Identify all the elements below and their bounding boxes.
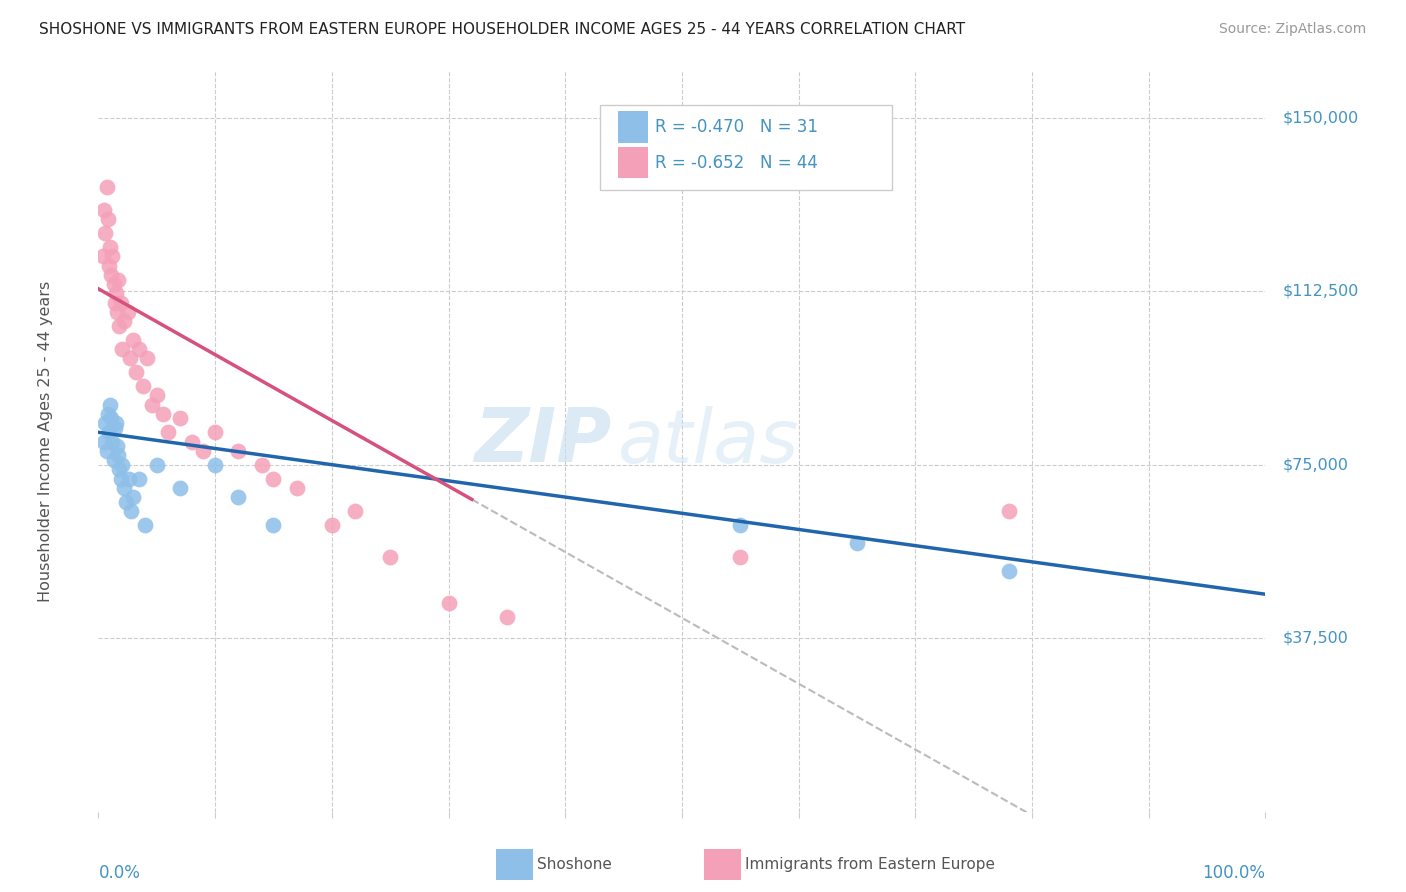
Text: SHOSHONE VS IMMIGRANTS FROM EASTERN EUROPE HOUSEHOLDER INCOME AGES 25 - 44 YEARS: SHOSHONE VS IMMIGRANTS FROM EASTERN EURO… <box>39 22 966 37</box>
Point <box>146 388 169 402</box>
Point <box>101 434 124 449</box>
Point <box>105 305 128 319</box>
Point <box>730 550 752 565</box>
Point <box>228 443 250 458</box>
Point <box>437 597 460 611</box>
Point <box>107 449 129 463</box>
Text: 100.0%: 100.0% <box>1202 863 1265 881</box>
Text: atlas: atlas <box>617 406 799 477</box>
Point <box>100 411 122 425</box>
Point <box>107 272 129 286</box>
Point <box>97 425 120 440</box>
Point <box>98 398 121 412</box>
Point <box>112 314 135 328</box>
Text: Householder Income Ages 25 - 44 years: Householder Income Ages 25 - 44 years <box>38 281 53 602</box>
Text: R = -0.470   N = 31: R = -0.470 N = 31 <box>655 118 818 136</box>
Point <box>111 342 134 356</box>
Point <box>94 416 117 430</box>
Point <box>96 180 118 194</box>
Point <box>321 517 343 532</box>
Point <box>108 318 131 333</box>
Point <box>115 494 138 508</box>
Text: $75,000: $75,000 <box>1282 458 1348 472</box>
Point <box>105 439 128 453</box>
Text: Shoshone: Shoshone <box>537 857 612 871</box>
Text: Immigrants from Eastern Europe: Immigrants from Eastern Europe <box>745 857 995 871</box>
Point <box>262 471 284 485</box>
Point <box>152 407 174 421</box>
Point <box>104 416 127 430</box>
Text: $150,000: $150,000 <box>1282 110 1360 125</box>
Text: R = -0.652   N = 44: R = -0.652 N = 44 <box>655 153 818 172</box>
Point <box>122 333 145 347</box>
Point <box>846 536 869 550</box>
FancyBboxPatch shape <box>600 104 891 190</box>
Point <box>110 471 132 485</box>
Text: Source: ZipAtlas.com: Source: ZipAtlas.com <box>1219 22 1367 37</box>
Text: $112,500: $112,500 <box>1282 284 1360 299</box>
Point <box>380 550 402 565</box>
Point <box>117 305 139 319</box>
Point <box>128 471 150 485</box>
Point <box>228 490 250 504</box>
Point <box>111 458 134 472</box>
Point <box>136 351 159 366</box>
Point <box>94 227 117 241</box>
Point <box>262 517 284 532</box>
Point <box>112 481 135 495</box>
Point <box>103 277 125 292</box>
Point <box>97 259 120 273</box>
Point <box>146 458 169 472</box>
Text: $37,500: $37,500 <box>1282 631 1348 646</box>
Point <box>104 295 127 310</box>
Point <box>97 407 120 421</box>
Point <box>496 610 519 624</box>
Point <box>108 462 131 476</box>
Point <box>250 458 273 472</box>
Point <box>97 212 120 227</box>
Point <box>120 504 142 518</box>
Point <box>730 517 752 532</box>
Point <box>132 379 155 393</box>
Point <box>997 504 1019 518</box>
Point <box>169 411 191 425</box>
Point <box>128 342 150 356</box>
Point <box>997 564 1019 578</box>
Point <box>157 425 180 440</box>
Point <box>101 250 124 264</box>
Point <box>96 443 118 458</box>
Text: ZIP: ZIP <box>475 405 612 478</box>
Text: 0.0%: 0.0% <box>98 863 141 881</box>
Point <box>180 434 202 449</box>
Point <box>103 453 125 467</box>
Point <box>104 420 127 434</box>
Point <box>169 481 191 495</box>
Point <box>344 504 367 518</box>
Point <box>93 434 115 449</box>
Point <box>93 203 115 218</box>
Point <box>110 295 132 310</box>
Point <box>125 365 148 379</box>
Point <box>118 471 141 485</box>
Point <box>100 268 122 282</box>
Point <box>204 458 226 472</box>
FancyBboxPatch shape <box>617 112 648 143</box>
Point <box>204 425 226 440</box>
Point <box>104 286 127 301</box>
Point <box>285 481 308 495</box>
Point <box>134 517 156 532</box>
Point <box>91 250 114 264</box>
Point <box>118 351 141 366</box>
Point <box>193 443 215 458</box>
Point <box>122 490 145 504</box>
FancyBboxPatch shape <box>617 147 648 178</box>
Point <box>98 240 121 254</box>
Point <box>141 398 163 412</box>
